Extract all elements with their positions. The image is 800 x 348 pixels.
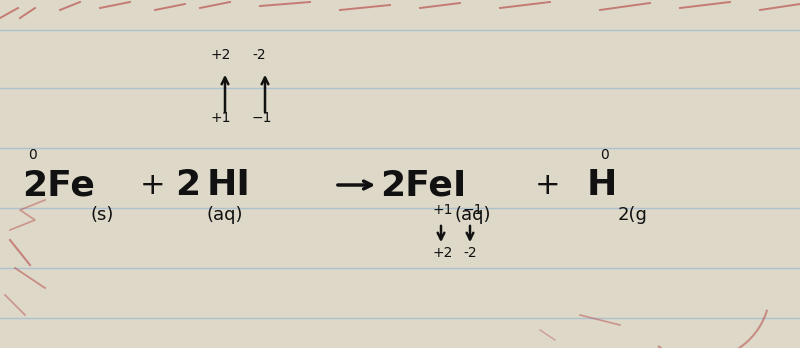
Text: (aq): (aq) [454, 206, 490, 224]
Text: +: + [140, 171, 166, 199]
Text: (s): (s) [90, 206, 114, 224]
Text: +1: +1 [432, 203, 453, 217]
Text: H: H [587, 168, 618, 202]
Text: 2: 2 [175, 168, 200, 202]
Text: 0: 0 [28, 148, 37, 162]
Text: 2Fe: 2Fe [22, 168, 95, 202]
Text: +2: +2 [432, 246, 452, 260]
Text: (aq): (aq) [207, 206, 243, 224]
Text: +2: +2 [210, 48, 230, 62]
Text: -2: -2 [463, 246, 477, 260]
Text: −1: −1 [252, 111, 273, 125]
Text: -2: -2 [252, 48, 266, 62]
Text: +: + [535, 171, 561, 199]
Text: 2FeI: 2FeI [380, 168, 466, 202]
Text: −1: −1 [463, 203, 483, 217]
Text: +1: +1 [210, 111, 230, 125]
Text: HI: HI [207, 168, 251, 202]
Text: 0: 0 [600, 148, 609, 162]
Text: 2(g: 2(g [618, 206, 648, 224]
